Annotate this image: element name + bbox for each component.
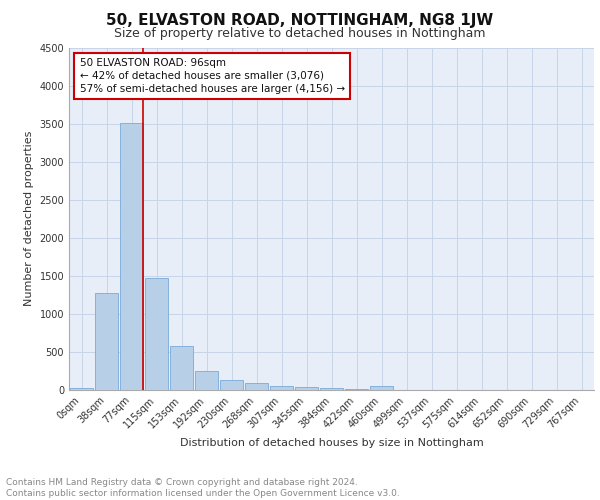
Y-axis label: Number of detached properties: Number of detached properties xyxy=(24,131,34,306)
Bar xyxy=(70,388,93,390)
Bar xyxy=(195,371,218,390)
X-axis label: Distribution of detached houses by size in Nottingham: Distribution of detached houses by size … xyxy=(179,438,484,448)
Bar xyxy=(120,123,143,390)
Bar xyxy=(320,388,343,390)
Bar xyxy=(345,389,368,390)
Text: Size of property relative to detached houses in Nottingham: Size of property relative to detached ho… xyxy=(114,28,486,40)
Bar xyxy=(245,383,268,390)
Bar xyxy=(145,278,168,390)
Bar xyxy=(170,346,193,390)
Bar xyxy=(270,386,293,390)
Text: 50, ELVASTON ROAD, NOTTINGHAM, NG8 1JW: 50, ELVASTON ROAD, NOTTINGHAM, NG8 1JW xyxy=(106,12,494,28)
Text: Contains HM Land Registry data © Crown copyright and database right 2024.
Contai: Contains HM Land Registry data © Crown c… xyxy=(6,478,400,498)
Bar xyxy=(220,380,243,390)
Bar xyxy=(95,292,118,390)
Text: 50 ELVASTON ROAD: 96sqm
← 42% of detached houses are smaller (3,076)
57% of semi: 50 ELVASTON ROAD: 96sqm ← 42% of detache… xyxy=(79,58,344,94)
Bar xyxy=(295,388,318,390)
Bar xyxy=(370,386,393,390)
